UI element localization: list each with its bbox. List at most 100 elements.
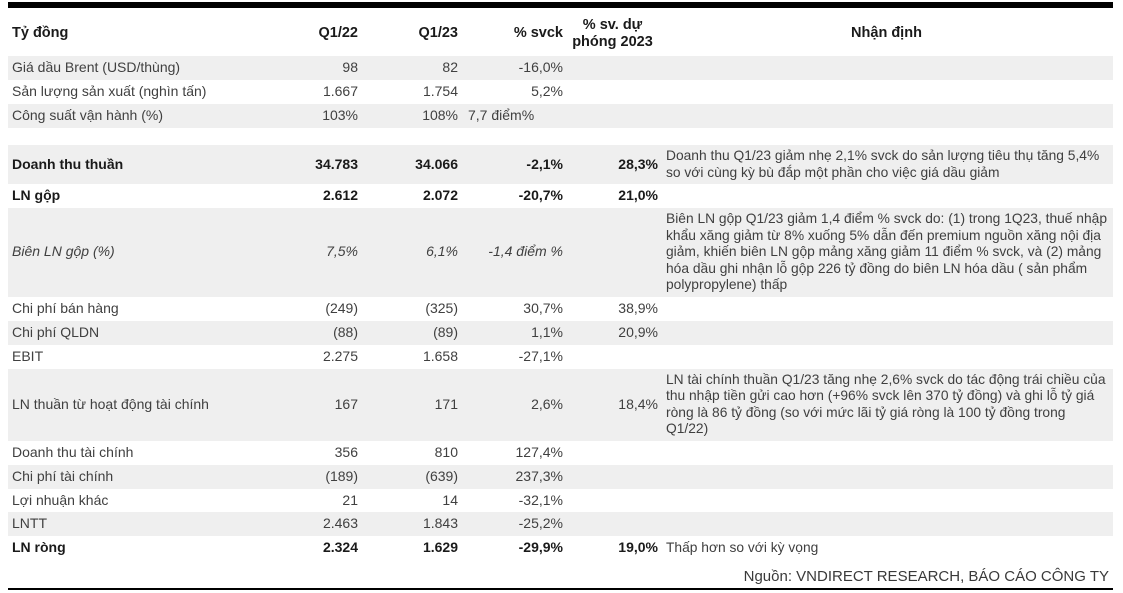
nhan-dinh-cell: LN tài chính thuần Q1/23 tăng nhẹ 2,6% s… — [666, 371, 1106, 437]
q1-23-cell: 171 — [434, 395, 458, 412]
table-body: Giá dầu Brent (USD/thùng) 98 82 -16,0% Sản l… — [8, 56, 1113, 560]
sv-du-phong-cell — [565, 345, 660, 369]
row-label-cell: EBIT — [12, 347, 44, 364]
q1-23-cell: 1.754 — [422, 83, 458, 100]
q1-23-cell: 2.072 — [422, 187, 458, 204]
svck-cell: 7,7 điểm% — [468, 107, 535, 124]
nhan-dinh-cell — [660, 512, 1113, 536]
sv-du-phong-cell: 28,3% — [618, 155, 658, 172]
table-row: Chi phí QLDN (88) (89) 1,1% 20,9% — [8, 320, 1113, 345]
q1-22-cell: 103% — [322, 107, 358, 124]
nhan-dinh-cell — [660, 56, 1113, 80]
q1-23-cell: 1.843 — [422, 515, 458, 532]
row-label-cell: Công suất vận hành (%) — [12, 107, 163, 124]
nhan-dinh-cell — [660, 321, 1113, 345]
svck-cell: -1,4 điểm % — [488, 243, 563, 260]
table-row: LN ròng 2.324 1.629 -29,9% 19,0% Thấp hơn so … — [8, 536, 1113, 560]
q1-23-cell: 1.629 — [422, 539, 458, 556]
nhan-dinh-cell — [660, 441, 1113, 465]
q1-23-cell: (639) — [425, 467, 458, 484]
header-q1-22: Q1/22 — [318, 25, 359, 42]
svck-cell: -25,2% — [518, 515, 563, 532]
q1-22-cell: 167 — [334, 395, 358, 412]
bottom-rule — [8, 588, 1113, 590]
nhan-dinh-cell — [660, 297, 1113, 321]
svck-cell: 30,7% — [523, 299, 563, 316]
financial-table: Tỷ đồng Q1/22 Q1/23 % svck % sv. dự phón… — [8, 12, 1113, 560]
q1-23-cell: 82 — [442, 59, 458, 76]
q1-23-cell: (89) — [433, 323, 458, 340]
nhan-dinh-cell: Thấp hơn so với kỳ vọng — [666, 540, 819, 555]
svck-cell: -29,9% — [518, 539, 563, 556]
table-row: Sản lượng sản xuất (nghìn tấn) 1.667 1.754… — [8, 80, 1113, 104]
q1-22-cell: 98 — [342, 59, 358, 76]
sv-du-phong-cell — [565, 208, 660, 297]
sv-du-phong-cell — [565, 512, 660, 536]
row-label-cell: Doanh thu tài chính — [12, 443, 134, 460]
q1-22-cell: 356 — [334, 443, 358, 460]
nhan-dinh-cell — [660, 489, 1113, 513]
sv-du-phong-cell — [565, 80, 660, 104]
svck-cell: 5,2% — [531, 83, 563, 100]
nhan-dinh-cell — [660, 345, 1113, 369]
sv-du-phong-cell: 19,0% — [618, 539, 658, 556]
q1-22-cell: 2.324 — [322, 539, 358, 556]
table-header: Tỷ đồng Q1/22 Q1/23 % svck % sv. dự phón… — [8, 12, 1113, 56]
sv-du-phong-cell: 38,9% — [618, 299, 658, 316]
nhan-dinh-cell — [660, 184, 1113, 208]
q1-22-cell: 2.463 — [322, 515, 358, 532]
q1-22-cell: 7,5% — [326, 243, 358, 260]
table-row: LN thuần từ hoạt động tài chính 167 171 2,6… — [8, 368, 1113, 441]
row-label-cell: Sản lượng sản xuất (nghìn tấn) — [12, 83, 207, 100]
svck-cell: -16,0% — [518, 59, 563, 76]
svck-cell: 2,6% — [531, 395, 563, 412]
row-label-cell: LN ròng — [12, 539, 66, 556]
row-label-cell: Lợi nhuận khác — [12, 491, 109, 508]
header-sv-du-phong: % sv. dự phóng 2023 — [572, 17, 653, 50]
header-row: Tỷ đồng Q1/22 Q1/23 % svck % sv. dự phón… — [8, 12, 1113, 56]
row-label-cell: Chi phí tài chính — [12, 467, 114, 484]
table-row: Lợi nhuận khác 21 14 -32,1% — [8, 489, 1113, 513]
row-label-cell: LN thuần từ hoạt động tài chính — [12, 395, 209, 412]
svck-cell: -2,1% — [526, 155, 563, 172]
q1-23-cell: 810 — [434, 443, 458, 460]
row-label-cell: Biên LN gộp (%) — [12, 243, 115, 260]
nhan-dinh-cell — [660, 80, 1113, 104]
sv-du-phong-cell: 18,4% — [618, 395, 658, 412]
table-row: Công suất vận hành (%) 103% 108% 7,7 điểm% — [8, 104, 1113, 129]
sv-du-phong-cell — [565, 104, 660, 128]
row-label-cell: Doanh thu thuần — [12, 155, 124, 172]
svck-cell: -27,1% — [518, 347, 563, 364]
q1-22-cell: 1.667 — [322, 83, 358, 100]
q1-22-cell: (249) — [325, 299, 358, 316]
top-rule — [8, 2, 1113, 8]
header-svck: % svck — [513, 25, 563, 42]
source-note: Nguồn: VNDIRECT RESEARCH, BÁO CÁO CÔNG T… — [743, 568, 1109, 585]
q1-22-cell: 34.783 — [315, 155, 358, 172]
nhan-dinh-cell: Doanh thu Q1/23 giảm nhẹ 2,1% svck do sả… — [666, 148, 1100, 180]
row-label-cell: Chi phí QLDN — [12, 323, 100, 340]
sv-du-phong-cell — [565, 489, 660, 513]
table-row: Giá dầu Brent (USD/thùng) 98 82 -16,0% — [8, 56, 1113, 81]
q1-22-cell: 2.612 — [322, 187, 358, 204]
header-unit: Tỷ đồng — [12, 25, 69, 42]
spacer-row — [8, 128, 1113, 145]
row-label-cell: LN gộp — [12, 187, 61, 204]
q1-23-cell: 108% — [422, 107, 458, 124]
q1-23-cell: (325) — [425, 299, 458, 316]
q1-22-cell: 2.275 — [322, 347, 358, 364]
table-row: Chi phí tài chính (189) (639) 237,3% — [8, 464, 1113, 489]
q1-22-cell: 21 — [342, 491, 358, 508]
table-row: Biên LN gộp (%) 7,5% 6,1% -1,4 điểm % Biên L… — [8, 208, 1113, 297]
row-label-cell: Chi phí bán hàng — [12, 299, 119, 316]
nhan-dinh-cell — [660, 104, 1113, 128]
q1-23-cell: 6,1% — [426, 243, 458, 260]
sv-du-phong-cell — [565, 441, 660, 465]
q1-22-cell: (88) — [333, 323, 358, 340]
table-row: LNTT 2.463 1.843 -25,2% — [8, 512, 1113, 537]
q1-23-cell: 14 — [442, 491, 458, 508]
header-q1-23: Q1/23 — [418, 25, 459, 42]
sv-du-phong-cell — [565, 56, 660, 80]
q1-22-cell: (189) — [325, 467, 358, 484]
row-label-cell: Giá dầu Brent (USD/thùng) — [12, 59, 181, 76]
